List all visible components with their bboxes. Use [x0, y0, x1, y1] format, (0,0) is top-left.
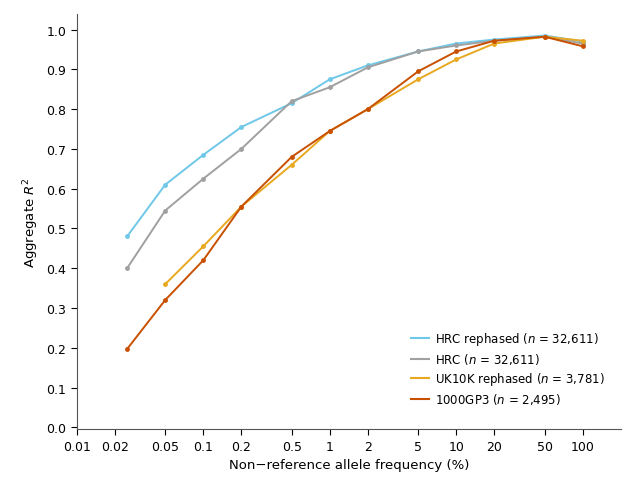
HRC rephased ($\it{n}$ = 32,611)	[288, 101, 296, 107]
UK10K rephased ($\it{n}$ = 3,781)	[490, 41, 498, 47]
1000GP3 ($\it{n}$ = 2,495)	[579, 44, 587, 50]
HRC ($\it{n}$ = 32,611)	[452, 43, 460, 49]
UK10K rephased ($\it{n}$ = 3,781)	[161, 282, 169, 287]
HRC rephased ($\it{n}$ = 32,611)	[452, 41, 460, 47]
HRC ($\it{n}$ = 32,611)	[490, 39, 498, 44]
HRC rephased ($\it{n}$ = 32,611)	[579, 40, 587, 45]
Line: UK10K rephased ($\it{n}$ = 3,781): UK10K rephased ($\it{n}$ = 3,781)	[163, 35, 585, 287]
UK10K rephased ($\it{n}$ = 3,781)	[326, 129, 333, 135]
1000GP3 ($\it{n}$ = 2,495)	[200, 258, 207, 264]
HRC rephased ($\it{n}$ = 32,611)	[364, 63, 372, 69]
UK10K rephased ($\it{n}$ = 3,781)	[414, 77, 422, 83]
1000GP3 ($\it{n}$ = 2,495)	[288, 155, 296, 161]
1000GP3 ($\it{n}$ = 2,495)	[124, 346, 131, 352]
1000GP3 ($\it{n}$ = 2,495)	[541, 35, 548, 41]
1000GP3 ($\it{n}$ = 2,495)	[161, 298, 169, 304]
1000GP3 ($\it{n}$ = 2,495)	[326, 129, 333, 135]
UK10K rephased ($\it{n}$ = 3,781)	[364, 107, 372, 113]
Legend: HRC rephased ($\it{n}$ = 32,611), HRC ($\it{n}$ = 32,611), UK10K rephased ($\it{: HRC rephased ($\it{n}$ = 32,611), HRC ($…	[406, 325, 609, 411]
X-axis label: Non−reference allele frequency (%): Non−reference allele frequency (%)	[228, 458, 469, 471]
1000GP3 ($\it{n}$ = 2,495)	[414, 69, 422, 75]
UK10K rephased ($\it{n}$ = 3,781)	[579, 39, 587, 44]
HRC rephased ($\it{n}$ = 32,611)	[326, 77, 333, 83]
Y-axis label: Aggregate $R^2$: Aggregate $R^2$	[21, 177, 41, 267]
HRC ($\it{n}$ = 32,611)	[161, 208, 169, 214]
Line: HRC rephased ($\it{n}$ = 32,611): HRC rephased ($\it{n}$ = 32,611)	[125, 34, 585, 239]
HRC ($\it{n}$ = 32,611)	[414, 49, 422, 55]
HRC ($\it{n}$ = 32,611)	[237, 147, 245, 153]
HRC ($\it{n}$ = 32,611)	[579, 41, 587, 47]
HRC ($\it{n}$ = 32,611)	[200, 177, 207, 183]
UK10K rephased ($\it{n}$ = 3,781)	[200, 244, 207, 250]
UK10K rephased ($\it{n}$ = 3,781)	[452, 58, 460, 63]
1000GP3 ($\it{n}$ = 2,495)	[237, 204, 245, 210]
HRC rephased ($\it{n}$ = 32,611)	[161, 183, 169, 188]
HRC rephased ($\it{n}$ = 32,611)	[124, 234, 131, 240]
HRC rephased ($\it{n}$ = 32,611)	[490, 38, 498, 43]
1000GP3 ($\it{n}$ = 2,495)	[452, 49, 460, 55]
Line: 1000GP3 ($\it{n}$ = 2,495): 1000GP3 ($\it{n}$ = 2,495)	[125, 35, 585, 352]
HRC rephased ($\it{n}$ = 32,611)	[414, 49, 422, 55]
Line: HRC ($\it{n}$ = 32,611): HRC ($\it{n}$ = 32,611)	[125, 35, 585, 271]
UK10K rephased ($\it{n}$ = 3,781)	[288, 163, 296, 168]
HRC ($\it{n}$ = 32,611)	[541, 35, 548, 41]
1000GP3 ($\it{n}$ = 2,495)	[364, 107, 372, 113]
HRC ($\it{n}$ = 32,611)	[124, 266, 131, 272]
HRC ($\it{n}$ = 32,611)	[364, 65, 372, 71]
UK10K rephased ($\it{n}$ = 3,781)	[541, 35, 548, 41]
UK10K rephased ($\it{n}$ = 3,781)	[237, 204, 245, 210]
1000GP3 ($\it{n}$ = 2,495)	[490, 39, 498, 44]
HRC rephased ($\it{n}$ = 32,611)	[541, 34, 548, 40]
HRC ($\it{n}$ = 32,611)	[288, 99, 296, 105]
HRC rephased ($\it{n}$ = 32,611)	[237, 125, 245, 131]
HRC rephased ($\it{n}$ = 32,611)	[200, 153, 207, 159]
HRC ($\it{n}$ = 32,611)	[326, 85, 333, 91]
